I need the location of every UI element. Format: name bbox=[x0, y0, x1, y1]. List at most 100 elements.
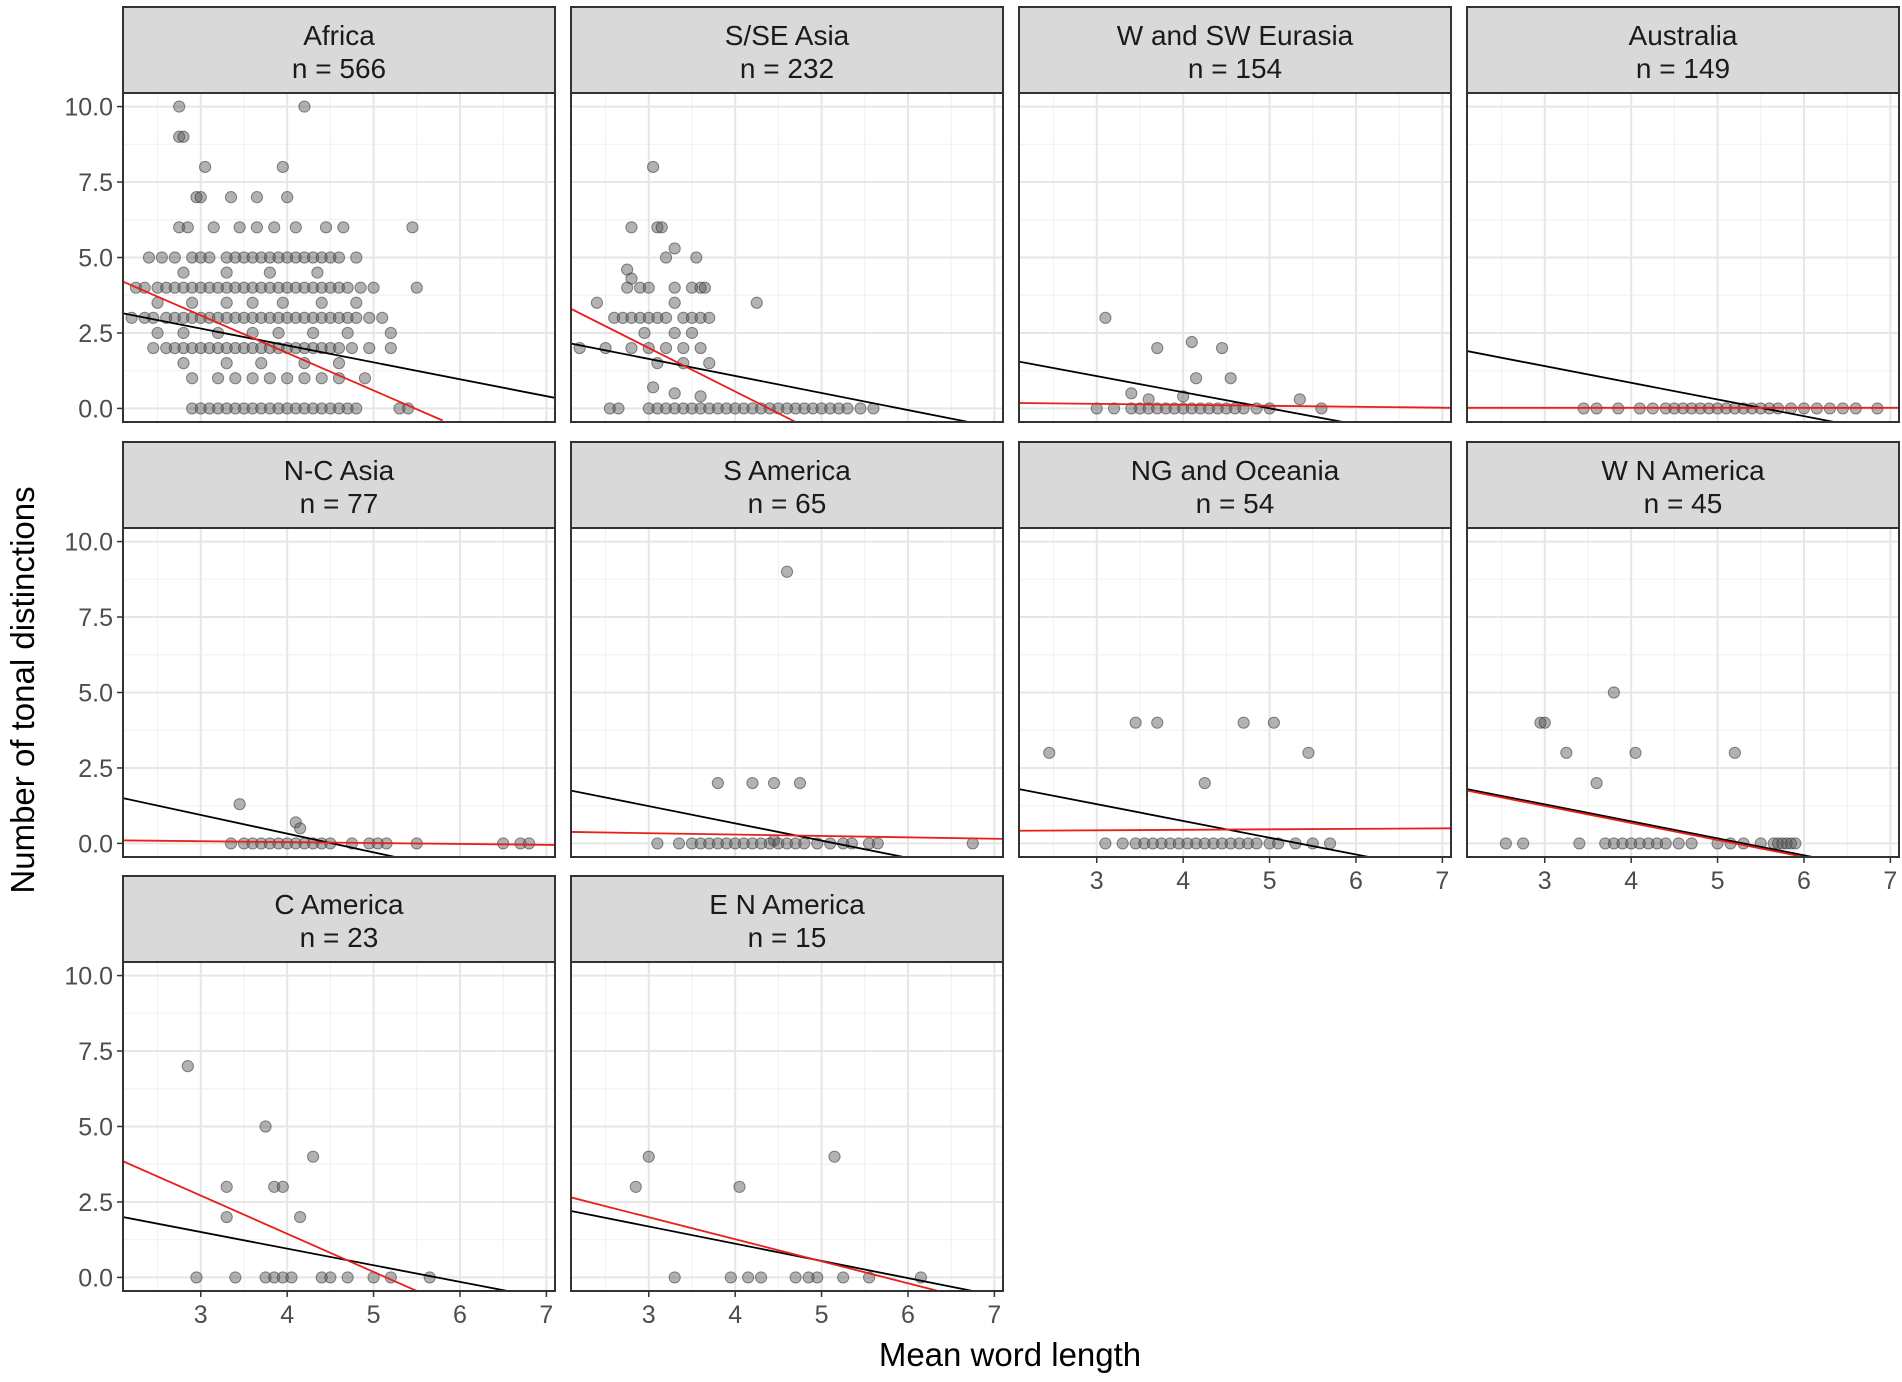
data-point bbox=[711, 402, 724, 415]
x-tick-label: 6 bbox=[453, 1301, 467, 1329]
data-point bbox=[220, 1180, 233, 1193]
data-point bbox=[1616, 837, 1629, 850]
data-point bbox=[298, 402, 311, 415]
fit-lines bbox=[571, 1196, 973, 1291]
data-point bbox=[616, 311, 629, 324]
data-points bbox=[125, 100, 423, 415]
data-point bbox=[694, 341, 707, 355]
data-point bbox=[186, 281, 199, 294]
data-point bbox=[677, 402, 690, 415]
data-point bbox=[642, 402, 655, 415]
data-point bbox=[1138, 837, 1151, 850]
data-point bbox=[742, 1271, 755, 1284]
x-tick-label: 5 bbox=[367, 1301, 381, 1329]
fit-lines bbox=[571, 308, 969, 422]
data-point bbox=[824, 402, 837, 415]
data-point bbox=[281, 281, 294, 294]
data-point bbox=[376, 311, 389, 324]
data-point bbox=[272, 281, 285, 294]
data-point bbox=[190, 1271, 203, 1284]
data-point bbox=[237, 341, 251, 355]
grid-lines bbox=[571, 962, 1003, 1291]
data-point bbox=[306, 281, 320, 294]
data-point bbox=[315, 402, 328, 415]
strip-title: W and SW Eurasia bbox=[1117, 20, 1354, 51]
data-point bbox=[281, 372, 294, 385]
strip-title: C America bbox=[274, 889, 404, 920]
data-point bbox=[1185, 335, 1198, 349]
data-point bbox=[276, 1180, 289, 1193]
data-point bbox=[828, 1150, 841, 1163]
strip-background bbox=[570, 6, 1004, 94]
data-point bbox=[1164, 837, 1177, 850]
strip-background bbox=[1018, 6, 1452, 94]
data-point bbox=[350, 296, 363, 309]
data-point bbox=[832, 402, 845, 415]
data-point bbox=[1499, 837, 1512, 850]
panel-border bbox=[1018, 92, 1452, 423]
data-point bbox=[250, 191, 264, 204]
data-point bbox=[590, 296, 604, 309]
data-point bbox=[224, 191, 238, 204]
y-tick-label: 0.0 bbox=[78, 395, 113, 423]
data-point bbox=[341, 326, 354, 340]
data-point bbox=[181, 221, 194, 234]
data-point bbox=[1629, 746, 1642, 759]
data-point bbox=[642, 281, 655, 294]
strip-count: n = 566 bbox=[292, 53, 386, 84]
data-point bbox=[358, 372, 372, 385]
strip-background bbox=[1466, 6, 1900, 94]
data-point bbox=[337, 221, 350, 234]
data-point bbox=[711, 837, 724, 850]
data-point bbox=[1198, 837, 1211, 850]
data-point bbox=[1224, 372, 1237, 385]
data-point bbox=[220, 311, 233, 324]
data-point bbox=[350, 251, 363, 264]
data-point bbox=[259, 1120, 272, 1133]
data-point bbox=[211, 281, 225, 294]
data-point bbox=[1181, 837, 1194, 850]
data-point bbox=[281, 251, 294, 264]
data-point bbox=[603, 402, 616, 415]
regional-fit-line bbox=[1019, 827, 1451, 832]
data-point bbox=[703, 837, 716, 850]
data-point bbox=[685, 311, 699, 324]
y-axis-title: Number of tonal distinctions bbox=[4, 486, 41, 893]
data-point bbox=[1151, 716, 1164, 729]
strip-count: n = 154 bbox=[1188, 53, 1282, 84]
data-point bbox=[1116, 837, 1129, 850]
data-point bbox=[289, 311, 302, 324]
fit-lines bbox=[1019, 360, 1451, 422]
data-point bbox=[203, 402, 216, 415]
data-point bbox=[685, 837, 699, 850]
grid-lines bbox=[571, 528, 1003, 857]
y-tick-label: 2.5 bbox=[78, 755, 113, 783]
data-point bbox=[1224, 837, 1237, 850]
data-point bbox=[772, 837, 785, 850]
data-point bbox=[651, 402, 664, 415]
data-point bbox=[306, 251, 320, 264]
data-point bbox=[1650, 837, 1664, 850]
data-point bbox=[646, 160, 660, 174]
data-point bbox=[1090, 402, 1103, 415]
y-tick-label: 5.0 bbox=[78, 680, 113, 708]
data-point bbox=[685, 402, 699, 415]
data-point bbox=[367, 281, 380, 294]
data-point bbox=[332, 281, 346, 294]
data-point bbox=[341, 1271, 354, 1284]
data-points bbox=[651, 565, 979, 850]
data-point bbox=[629, 1180, 642, 1193]
y-tick-label: 5.0 bbox=[78, 1114, 113, 1142]
data-point bbox=[1534, 716, 1547, 729]
x-tick-label: 7 bbox=[987, 1301, 1001, 1329]
x-tick-label: 5 bbox=[1263, 867, 1277, 895]
global-fit-line bbox=[1019, 360, 1344, 422]
panel-border bbox=[570, 961, 1004, 1292]
y-tick-label: 10.0 bbox=[64, 529, 113, 557]
data-point bbox=[237, 837, 251, 850]
data-point bbox=[246, 251, 259, 264]
